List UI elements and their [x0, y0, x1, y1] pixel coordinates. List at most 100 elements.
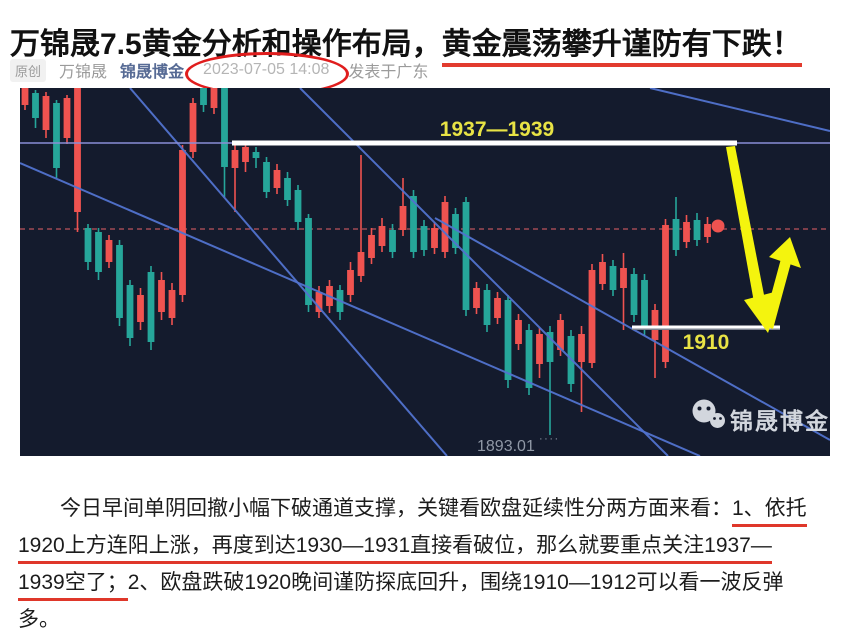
candle-body [399, 206, 407, 230]
low-price-dots: ···· [539, 433, 560, 445]
candle-body [242, 147, 249, 162]
paragraph-text: 多。 [18, 608, 60, 629]
candle-body [137, 295, 144, 322]
last-price-dot [711, 219, 725, 233]
article-title-underlined: 黄金震荡攀升谨防有下跌！ [441, 28, 802, 68]
candle-body [63, 98, 71, 138]
gold-chart-image[interactable]: 1937—1939 1910 1893.01 ···· 锦晟博金 [20, 88, 830, 456]
candle-body [609, 266, 617, 290]
paragraph-line-2: 1920上方连阳上涨，再度到达1930—1931直接看破位，那么就要重点关注19… [18, 529, 840, 566]
candle-body [105, 240, 113, 262]
candle-body [116, 245, 123, 318]
article-title-plain: 万锦晟7.5黄金分析和操作布局， [10, 28, 442, 62]
resistance-label: 1937—1939 [440, 118, 554, 141]
trendline [299, 88, 669, 456]
yellow-arrow [726, 146, 766, 308]
publish-location: 发表于广东 [348, 64, 429, 81]
candle-body [557, 320, 564, 350]
candle-body [641, 280, 648, 330]
candle-body [221, 88, 228, 167]
red-underlined-text: 1、依托 [732, 497, 807, 527]
yellow-arrow [769, 237, 801, 268]
paragraph-text: 2、欧盘跌破1920晚间谨防探底回升，围绕1910—1912可以看一波反弹 [127, 571, 784, 594]
candle-body [284, 178, 291, 200]
candle-body [252, 152, 260, 158]
candle-body [431, 228, 438, 248]
article-meta: 原创 万锦晟 锦晟博金 2023-07-05 14:08 发表于广东 [10, 52, 429, 96]
yellow-arrow [763, 255, 792, 329]
red-underlined-text: 1939空了； [18, 571, 128, 601]
candle-body [546, 332, 554, 362]
trendline [129, 88, 448, 456]
candle-body [84, 228, 92, 262]
candle-body [231, 150, 239, 168]
candle-body [368, 235, 375, 258]
candle-body [599, 262, 606, 284]
candle-body [420, 226, 428, 250]
candle-body [53, 103, 60, 168]
candle-body [704, 224, 711, 237]
candle-body [693, 220, 701, 240]
original-badge: 原创 [10, 58, 47, 82]
article-title: 万锦晟7.5黄金分析和操作布局，黄金震荡攀升谨防有下跌！ [10, 26, 842, 68]
candle-body [179, 150, 186, 295]
candle-body [452, 214, 459, 248]
candle-body [158, 280, 165, 312]
candle-body [620, 268, 627, 288]
account-link[interactable]: 锦晟博金 [120, 64, 185, 81]
candle-body [389, 230, 396, 252]
watermark-text: 锦晟博金 [730, 408, 830, 434]
candle-body [525, 330, 533, 388]
trendline [649, 88, 830, 132]
support-line-shadow [632, 328, 780, 330]
paragraph-text: 今日早间单阴回撤小幅下破通道支撑，关键看欧盘延续性分两方面来看： [18, 497, 732, 520]
candle-body [263, 162, 270, 192]
paragraph-line-3: 1939空了；2、欧盘跌破1920晚间谨防探底回升，围绕1910—1912可以看… [18, 566, 840, 603]
chart-background [20, 88, 830, 456]
candle-body [42, 96, 50, 130]
candle-body [200, 88, 207, 105]
paragraph-line-1: 今日早间单阴回撤小幅下破通道支撑，关键看欧盘延续性分两方面来看：1、依托 [18, 492, 840, 529]
gold-candlestick-chart: 1937—1939 1910 1893.01 ···· 锦晟博金 [20, 88, 830, 456]
candle-body [74, 88, 81, 212]
author-link[interactable]: 万锦晟 [59, 64, 108, 81]
candle-body [21, 88, 29, 105]
candle-body [347, 270, 354, 295]
candle-body [630, 274, 638, 315]
wechat-icon-eye [719, 417, 722, 420]
resistance-line-1937-1939 [232, 140, 737, 146]
candle-body [536, 334, 543, 364]
candle-body [32, 93, 39, 118]
candle-body [273, 170, 281, 188]
candle-body [588, 270, 596, 363]
support-label: 1910 [683, 331, 730, 354]
candle-body [494, 298, 501, 318]
low-price-label: 1893.01 [477, 438, 535, 455]
candle-body [357, 252, 365, 276]
trendline [20, 162, 701, 456]
candle-body [305, 218, 312, 305]
candle-body [683, 222, 690, 242]
candle-body [210, 88, 218, 108]
wechat-icon-eye [706, 406, 711, 411]
paragraph-line-4: 多。 [18, 603, 840, 629]
wechat-icon [692, 399, 716, 423]
candle-body [126, 285, 134, 338]
candle-body [315, 292, 323, 312]
candle-body [168, 290, 176, 318]
candle-body [672, 219, 680, 250]
candle-body [462, 202, 470, 310]
candle-body [662, 225, 669, 362]
candle-body [378, 226, 386, 246]
candle-body [147, 272, 155, 342]
candle-body [410, 196, 417, 252]
candle-body [578, 334, 585, 362]
red-underlined-text: 1920上方连阳上涨，再度到达1930—1931直接看破位，那么就要重点关注19… [18, 534, 772, 564]
candle-body [441, 202, 449, 252]
candle-body [483, 290, 491, 325]
candle-body [651, 310, 659, 340]
candle-body [95, 232, 102, 272]
wechat-icon-eye [713, 417, 716, 420]
wechat-icon-small-bubble [710, 413, 725, 428]
